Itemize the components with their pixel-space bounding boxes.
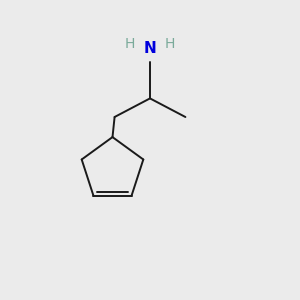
Text: H: H: [165, 37, 175, 50]
Text: N: N: [144, 41, 156, 56]
Text: H: H: [125, 37, 135, 50]
